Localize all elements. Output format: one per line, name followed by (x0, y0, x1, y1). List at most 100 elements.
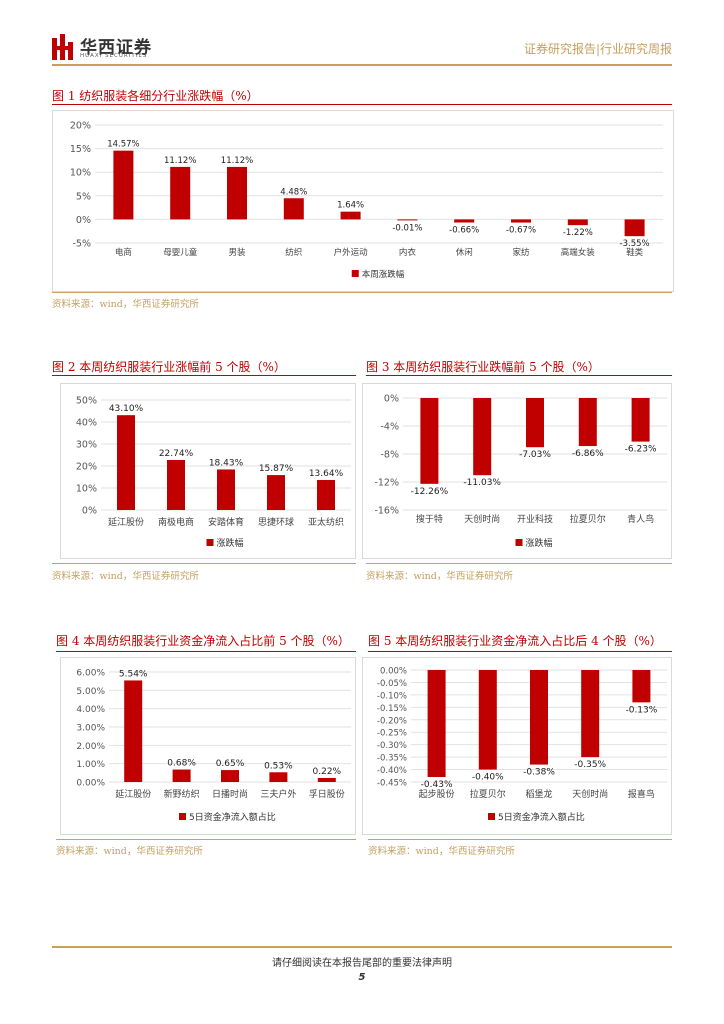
figure-3-title-rule (366, 375, 672, 376)
y-tick-label: -0.05% (377, 679, 407, 689)
bar (267, 475, 285, 510)
figure-3-source: 资料来源：wind，华西证券研究所 (366, 571, 513, 582)
figure-2-source-rule (52, 563, 356, 564)
legend-swatch (515, 539, 523, 546)
category-label: 日播时尚 (212, 788, 248, 800)
figure-4-chart: 6.00% 5.00% 4.00% 3.00% 2.00% 1.00% 0.00% 5.54%… (60, 657, 356, 835)
category-label: 天创时尚 (572, 788, 608, 800)
data-label: 13.64% (309, 469, 344, 479)
figure-2-source: 资料来源：wind，华西证券研究所 (52, 571, 199, 582)
data-label: 4.48% (280, 187, 307, 197)
data-label: -7.03% (519, 450, 551, 460)
data-label: 1.64% (337, 201, 364, 211)
legend-label: 本周涨跌幅 (362, 269, 405, 280)
data-label: -0.66% (449, 226, 479, 236)
legend-swatch (351, 270, 359, 277)
y-tick-label: 50% (76, 396, 97, 407)
bar (170, 166, 191, 220)
bar (511, 219, 531, 223)
bar (478, 670, 497, 770)
y-tick-label: -0.45% (377, 779, 407, 789)
data-label: -0.35% (574, 760, 606, 770)
figure-1-source: 资料来源：wind，华西证券研究所 (52, 299, 199, 310)
bar (567, 219, 588, 226)
data-label: 15.87% (259, 464, 294, 474)
logo-text-en: HUAXI SECURITIES (80, 53, 148, 59)
category-label: 孚日股份 (309, 788, 345, 800)
bar (632, 670, 651, 703)
figure-4-title-rule (56, 651, 356, 652)
data-label: -0.38% (523, 768, 555, 778)
huaxi-logo-icon (52, 34, 73, 60)
bar (397, 219, 418, 221)
legend-label: 5日资金净流入额占比 (189, 811, 276, 823)
category-label: 母婴儿童 (163, 247, 198, 258)
category-label: 电商 (115, 247, 132, 258)
bar (221, 770, 239, 782)
y-tick-label: 30% (76, 440, 97, 451)
y-tick-label: 4.00% (76, 705, 105, 715)
y-tick-label: 6.00% (76, 669, 105, 679)
bar (172, 769, 191, 782)
data-label: -12.26% (411, 487, 449, 497)
data-label: -6.86% (572, 449, 604, 459)
legend-label: 涨跌幅 (217, 537, 244, 549)
y-tick-label: -0.40% (377, 766, 407, 776)
category-label: 起步股份 (419, 788, 455, 800)
data-label: -0.13% (625, 705, 657, 715)
data-label: 11.12% (221, 156, 253, 166)
bar (113, 150, 134, 220)
data-label: 0.68% (167, 759, 196, 769)
bar (578, 398, 597, 447)
category-label: 三夫户外 (260, 788, 296, 800)
category-label: 家纺 (512, 247, 530, 258)
y-tick-label: 0.00% (380, 667, 407, 677)
category-label: 亚太纺织 (308, 516, 344, 528)
category-label: 安踏体育 (208, 516, 244, 528)
category-label: 休闲 (456, 247, 473, 258)
report-type: 证券研究报告|行业研究周报 (523, 42, 672, 56)
bar (283, 198, 304, 220)
data-label: -0.43% (421, 780, 453, 790)
data-label: -0.67% (506, 226, 536, 236)
data-label: 0.22% (313, 767, 342, 777)
bar (317, 479, 335, 510)
figure-4-source-rule (56, 839, 356, 840)
y-tick-label: -0.30% (377, 741, 407, 751)
data-label: -0.40% (472, 773, 504, 783)
y-tick-label: -8% (381, 450, 400, 461)
bar (454, 219, 475, 223)
data-label: 0.65% (216, 759, 245, 769)
figure-3-title: 图 3 本周纺织服装行业跌幅前 5 个股（%） (366, 360, 600, 374)
y-tick-label: -5% (73, 239, 92, 250)
data-label: -11.03% (463, 478, 501, 488)
y-tick-label: 0% (384, 394, 399, 405)
bar (427, 670, 446, 778)
figure-4-source: 资料来源：wind，华西证券研究所 (56, 846, 203, 857)
figure-2-title-rule (52, 375, 356, 376)
category-label: 报喜鸟 (628, 788, 655, 800)
figure-5-title-rule (368, 651, 672, 652)
y-tick-label: -0.20% (377, 716, 407, 726)
y-tick-label: 2.00% (76, 742, 105, 752)
category-label: 拉夏贝尔 (470, 788, 506, 800)
y-tick-label: -4% (381, 422, 400, 433)
category-label: 南极电商 (158, 516, 194, 528)
y-tick-label: 0% (82, 506, 97, 517)
figure-5-source-rule (368, 839, 672, 840)
y-tick-label: 1.00% (76, 760, 105, 770)
y-tick-label: 10% (76, 484, 97, 495)
y-tick-label: -0.15% (377, 704, 407, 714)
data-label: -1.22% (563, 228, 593, 238)
category-label: 思捷环球 (258, 516, 294, 528)
bar (631, 398, 650, 442)
y-tick-label: -16% (374, 506, 399, 517)
figure-2-title: 图 2 本周纺织服装行业涨幅前 5 个股（%） (52, 360, 286, 374)
y-tick-label: 40% (76, 418, 97, 429)
bar (581, 670, 600, 758)
data-label: 11.12% (164, 156, 196, 166)
figure-4-title: 图 4 本周纺织服装行业资金净流入占比前 5 个股（%） (56, 634, 350, 648)
figure-5-source: 资料来源：wind，华西证券研究所 (368, 846, 515, 857)
figure-1-source-rule (52, 292, 672, 293)
y-tick-label: 20% (76, 462, 97, 473)
